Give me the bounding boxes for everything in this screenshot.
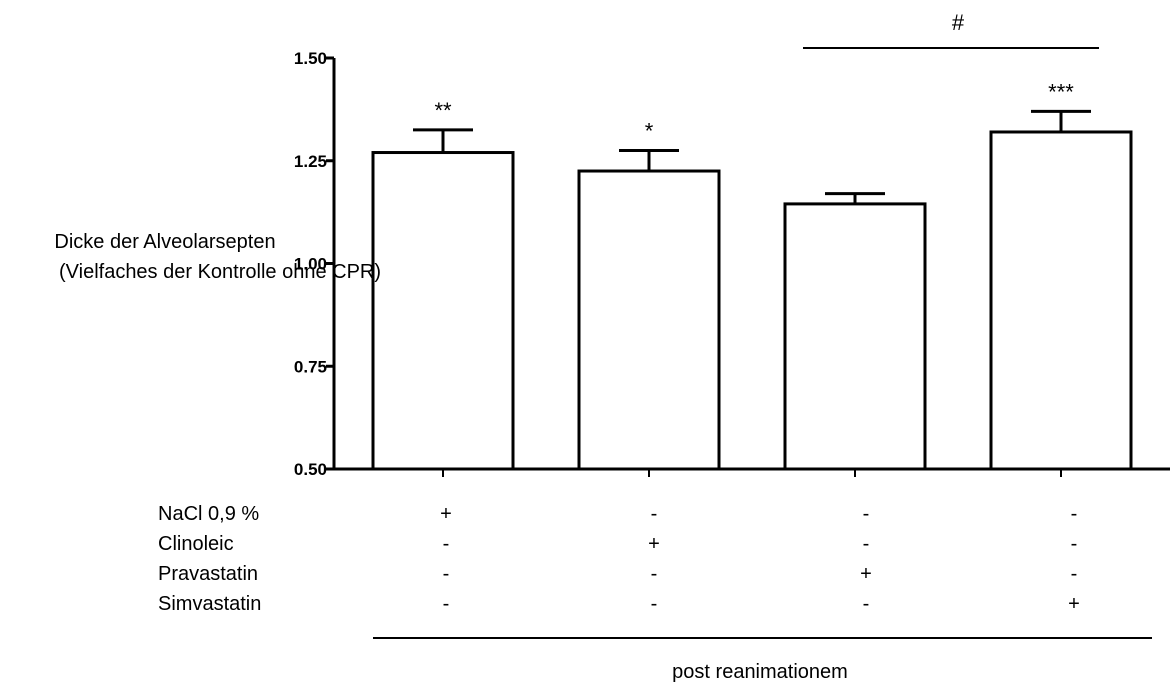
bars <box>371 109 1133 477</box>
treatment-mark: - <box>863 533 870 555</box>
bar <box>371 151 515 471</box>
treatment-mark: - <box>443 593 450 615</box>
treatment-mark: - <box>443 563 450 585</box>
treatment-row-label: Simvastatin <box>158 593 261 615</box>
y-tick-label: 1.25 <box>294 152 327 171</box>
y-tick-label: 0.75 <box>294 357 327 376</box>
annotations: ******# <box>434 10 1099 143</box>
treatment-mark: - <box>651 593 658 615</box>
treatment-mark: - <box>651 563 658 585</box>
y-tick-label: 0.50 <box>294 460 327 479</box>
treatment-mark: - <box>863 593 870 615</box>
bar <box>989 130 1133 471</box>
treatment-mark: - <box>1071 533 1078 555</box>
treatment-mark: - <box>651 503 658 525</box>
significance-marker: *** <box>1048 79 1074 104</box>
y-tick-label: 1.00 <box>294 255 327 274</box>
significance-marker: * <box>645 118 654 143</box>
treatment-mark: - <box>443 533 450 555</box>
significance-marker: ** <box>434 98 452 123</box>
treatment-mark: + <box>1068 593 1080 615</box>
treatment-mark: + <box>440 503 452 525</box>
y-tick-label: 1.50 <box>294 49 327 68</box>
y-axis-label-line1: Dicke der Alveolarsepten <box>54 231 275 253</box>
treatment-mark: - <box>863 503 870 525</box>
bar <box>783 202 927 471</box>
treatment-mark: + <box>860 563 872 585</box>
treatment-table: NaCl 0,9 % + - - - Clinoleic - + - - Pravastatin - -… <box>158 503 1080 615</box>
group-label: post reanimationem <box>672 661 848 683</box>
treatment-mark: + <box>648 533 660 555</box>
comparison-label: # <box>952 10 965 35</box>
treatment-mark: - <box>1071 563 1078 585</box>
treatment-mark: - <box>1071 503 1078 525</box>
bar <box>577 169 721 471</box>
y-axis-label-line2: (Vielfaches der Kontrolle ohne CPR) <box>59 261 381 283</box>
treatment-row-label: Clinoleic <box>158 533 234 555</box>
treatment-row-label: Pravastatin <box>158 563 258 585</box>
treatment-row-label: NaCl 0,9 % <box>158 503 259 525</box>
